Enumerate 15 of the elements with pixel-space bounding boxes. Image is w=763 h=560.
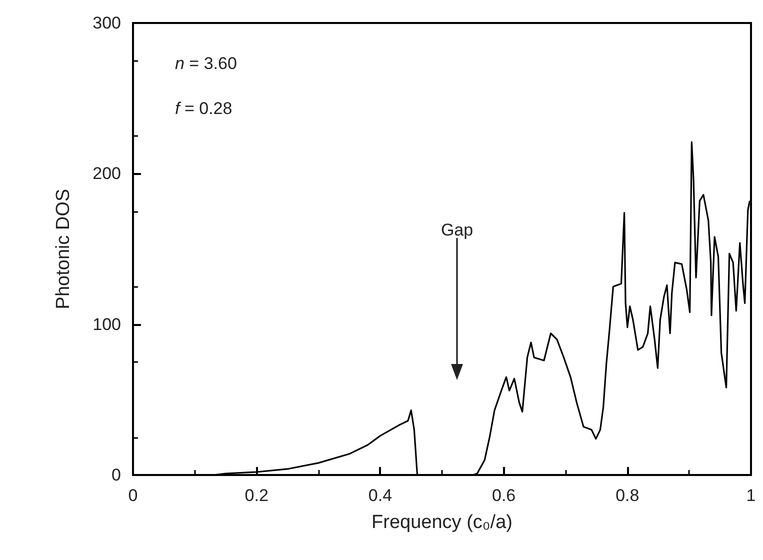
y-tick-label: 300 — [92, 14, 121, 32]
x-tick-label: 1 — [746, 486, 756, 505]
annotation: Gap — [440, 220, 474, 240]
y-tick-label: 200 — [92, 164, 121, 184]
x-tick-label: 0.2 — [244, 486, 268, 505]
x-axis-title: Frequency (c₀/a) — [372, 512, 512, 533]
x-tick-label: 0.6 — [492, 486, 516, 505]
y-tick-label: 0 — [112, 466, 121, 484]
annotation: n = 3.60 — [175, 54, 237, 73]
x-tick-label: 0 — [128, 486, 138, 505]
y-tick-label: 100 — [92, 314, 121, 334]
x-tick-label: 0.4 — [368, 486, 392, 505]
y-axis-title: Photonic DOS — [53, 188, 74, 310]
annotation: f = 0.28 — [175, 99, 232, 118]
x-tick-label: 0.8 — [616, 486, 640, 505]
